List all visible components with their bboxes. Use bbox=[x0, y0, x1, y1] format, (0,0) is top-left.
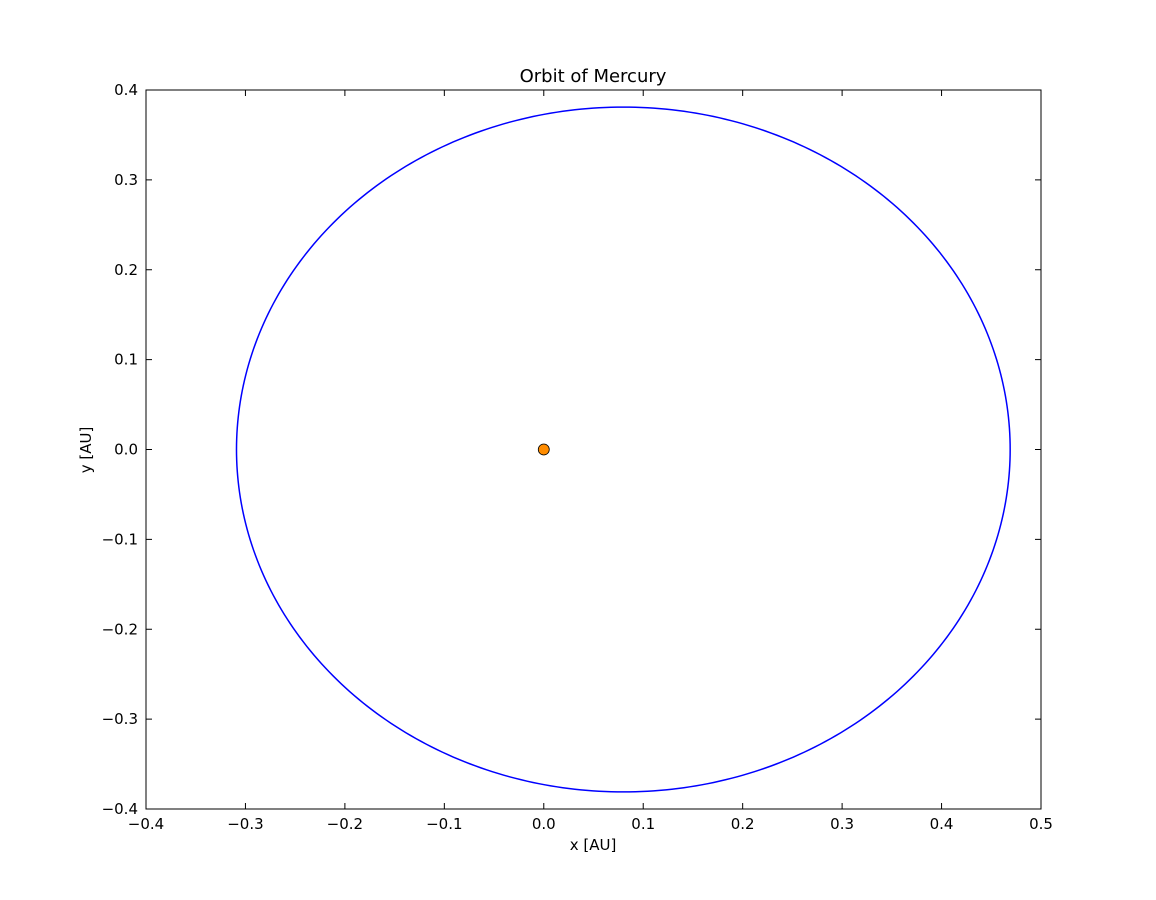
y-tick-label: 0.4 bbox=[114, 81, 138, 99]
y-tick-label: 0.1 bbox=[114, 351, 138, 369]
y-axis-label: y [AU] bbox=[77, 427, 95, 474]
y-tick-label: −0.1 bbox=[102, 530, 138, 548]
y-tick-label: 0.3 bbox=[114, 171, 138, 189]
x-tick-label: −0.1 bbox=[426, 815, 462, 833]
x-tick-label: −0.4 bbox=[128, 815, 164, 833]
series-layer bbox=[235, 106, 1011, 793]
marker-layer bbox=[537, 443, 550, 456]
plot-area bbox=[145, 89, 1042, 810]
y-tick-label: −0.2 bbox=[102, 620, 138, 638]
x-tick-label: 0.4 bbox=[930, 815, 954, 833]
y-tick-label: −0.4 bbox=[102, 800, 138, 818]
x-tick-label: 0.0 bbox=[532, 815, 556, 833]
y-tick-label: 0.0 bbox=[114, 441, 138, 459]
x-tick-label: −0.2 bbox=[327, 815, 363, 833]
x-axis-ticks: −0.4 −0.3 −0.2 −0.1 0.0 0.1 0.2 0.3 0.4 0.5 bbox=[128, 90, 1053, 833]
x-tick-label: −0.3 bbox=[227, 815, 263, 833]
y-tick-label: −0.3 bbox=[102, 710, 138, 728]
sun-marker bbox=[537, 443, 550, 456]
axes-background bbox=[146, 90, 1041, 809]
y-tick-label: 0.2 bbox=[114, 261, 138, 279]
x-tick-label: 0.1 bbox=[631, 815, 655, 833]
y-axis-ticks: −0.4 −0.3 −0.2 −0.1 0.0 0.1 0.2 0.3 0.4 bbox=[102, 81, 1041, 818]
x-tick-label: 0.3 bbox=[830, 815, 854, 833]
orbit-line bbox=[235, 106, 1011, 793]
x-axis-label: x [AU] bbox=[570, 836, 617, 854]
x-tick-label: 0.5 bbox=[1029, 815, 1053, 833]
x-tick-label: 0.2 bbox=[731, 815, 755, 833]
chart-title: Orbit of Mercury bbox=[520, 66, 667, 87]
